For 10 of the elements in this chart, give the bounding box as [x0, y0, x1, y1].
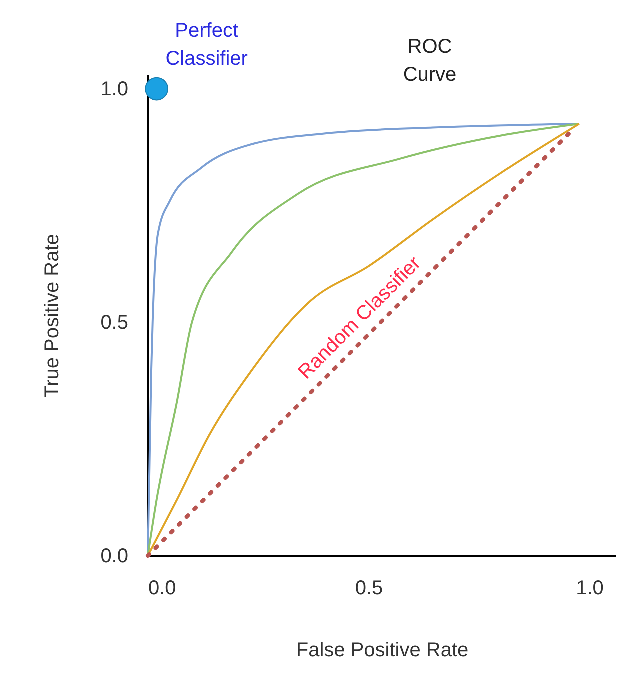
x-tick-label: 0.5	[355, 578, 384, 600]
y-axis-title: True Positive Rate	[42, 234, 64, 398]
y-tick-label: 0.0	[100, 546, 128, 568]
x-tick-label: 0.0	[148, 578, 176, 600]
x-tick-label: 1.0	[576, 578, 604, 600]
series-label: Perfect Classifier	[166, 20, 248, 70]
y-tick-label: 1.0	[100, 78, 128, 101]
annotation: ROC Curve	[403, 36, 457, 86]
y-tick-label: 0.5	[100, 312, 128, 334]
x-axis-title: False Positive Rate	[296, 640, 469, 662]
